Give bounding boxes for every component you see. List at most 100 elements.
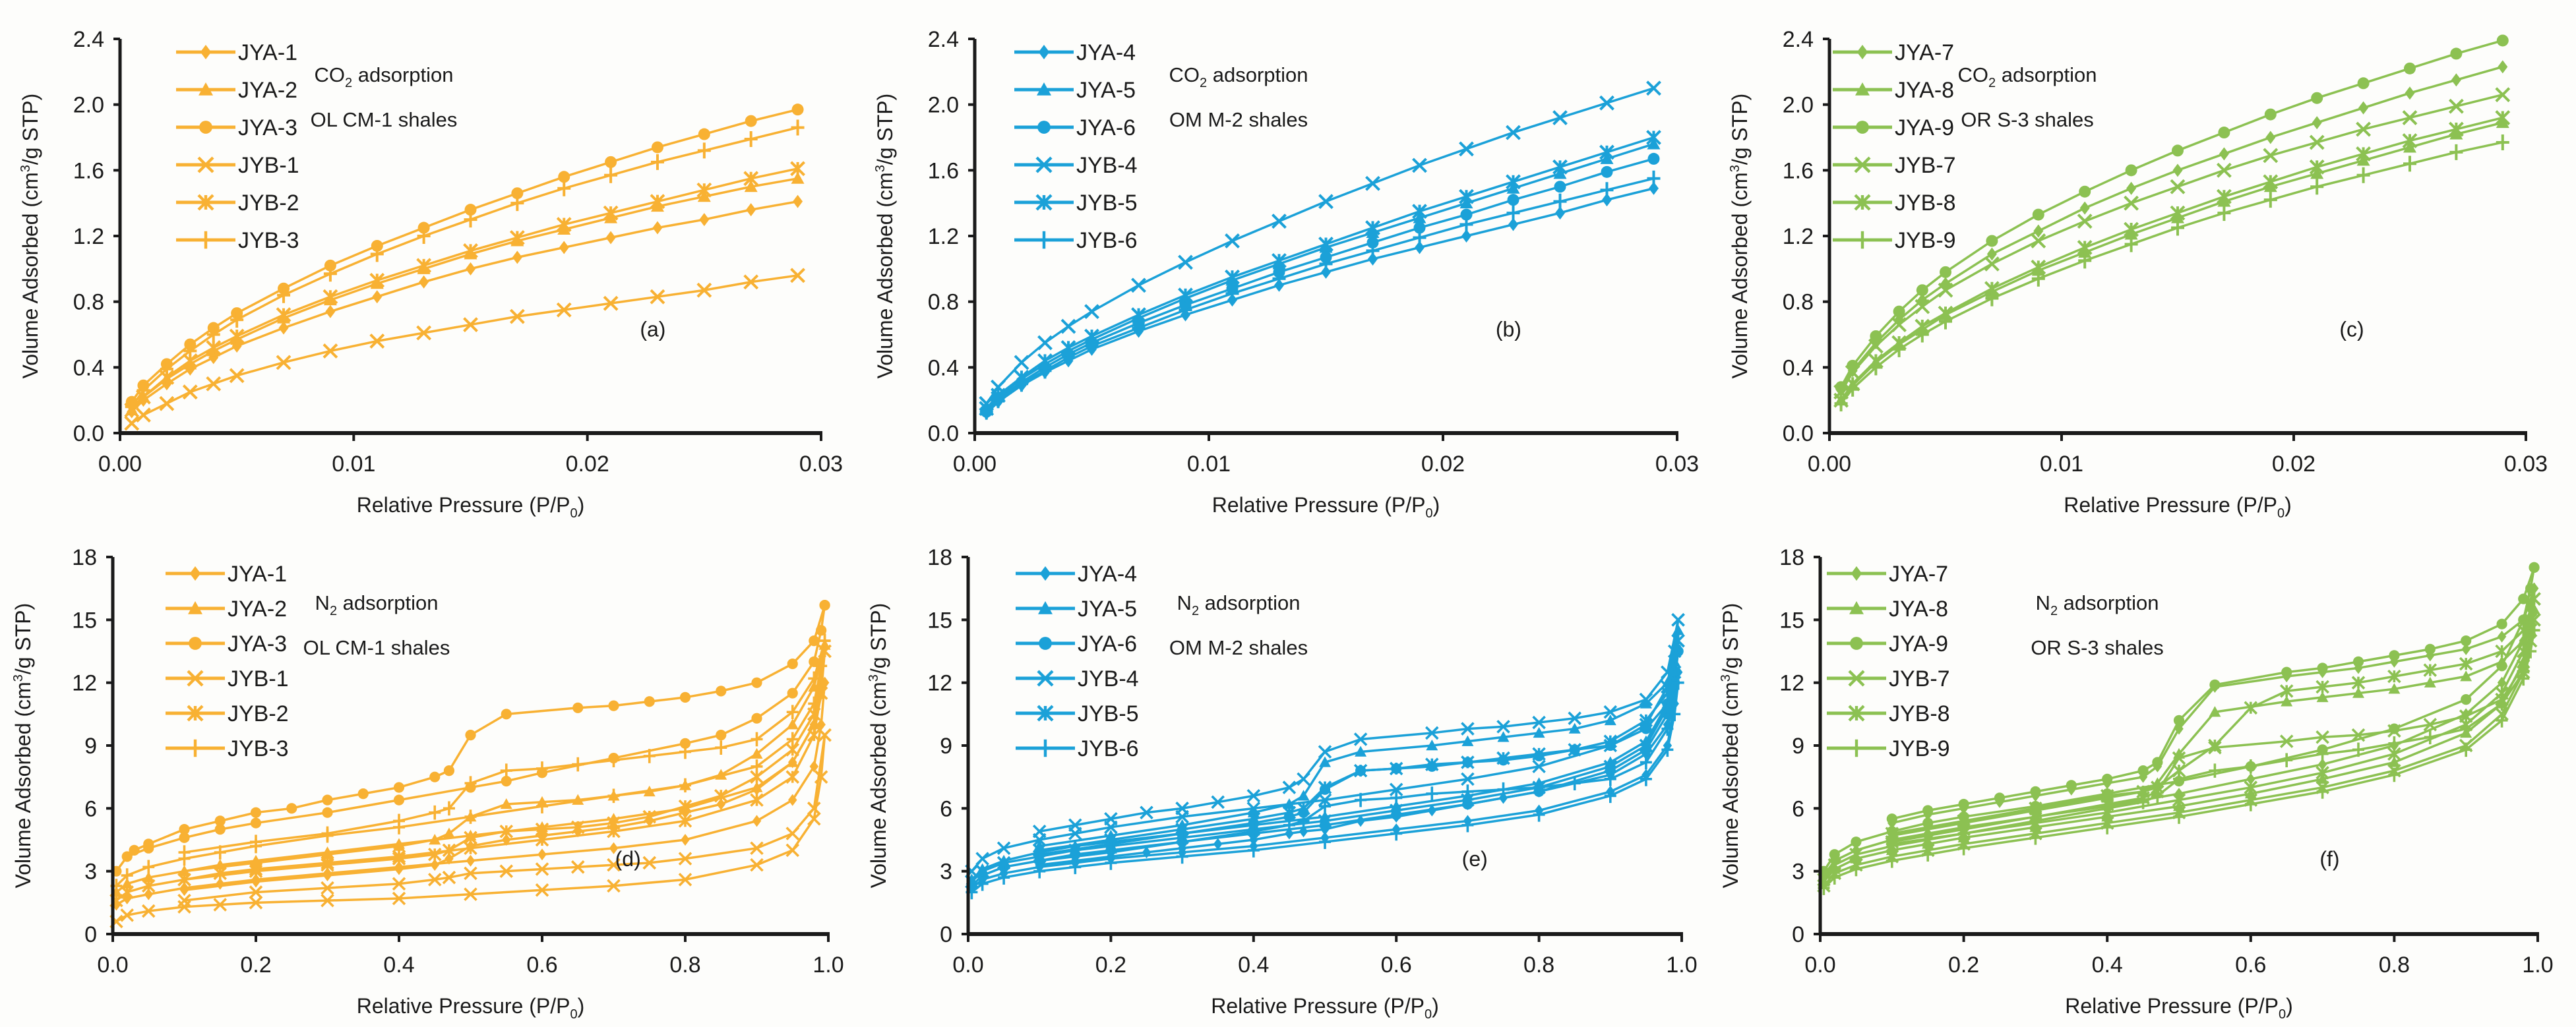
data-point bbox=[2388, 756, 2401, 767]
data-point bbox=[2402, 133, 2418, 148]
legend-item: JYA-3 bbox=[176, 115, 297, 140]
data-point bbox=[1225, 285, 1239, 302]
data-point bbox=[2460, 670, 2472, 682]
data-point bbox=[1915, 299, 1930, 314]
data-point bbox=[1957, 840, 1970, 856]
data-point bbox=[417, 221, 430, 234]
legend-marker-triangle-icon bbox=[1038, 601, 1053, 614]
data-point bbox=[322, 794, 333, 806]
legend: JYA-7 JYA-8 JYA-9 JYB-7 JYB-8 JYB-9 bbox=[1827, 562, 1950, 761]
data-point bbox=[321, 858, 334, 872]
legend-item: JYB-2 bbox=[176, 191, 299, 216]
legend-marker-asterisk-icon bbox=[1854, 194, 1871, 211]
data-point bbox=[2309, 134, 2325, 150]
legend-item: JYA-4 bbox=[1014, 40, 1136, 65]
series-line-isotherm bbox=[131, 200, 798, 413]
legend-marker-diamond-icon bbox=[1851, 566, 1862, 581]
legend-item: JYB-4 bbox=[1016, 666, 1139, 691]
data-point bbox=[2101, 820, 2114, 835]
data-point bbox=[286, 803, 297, 814]
data-point bbox=[1426, 740, 1438, 751]
y-tick-label: 3 bbox=[940, 860, 952, 885]
data-point bbox=[2527, 592, 2541, 606]
data-point bbox=[1533, 780, 1545, 795]
series-line-isotherm bbox=[985, 142, 1655, 411]
data-point bbox=[2423, 717, 2438, 732]
legend-label: JYA-7 bbox=[1895, 40, 1954, 65]
x-tick-label: 0.02 bbox=[2272, 452, 2315, 477]
data-point bbox=[819, 599, 830, 611]
data-point bbox=[1599, 95, 1614, 111]
data-point bbox=[1661, 742, 1674, 757]
data-point bbox=[1459, 141, 1474, 157]
data-point bbox=[809, 760, 819, 773]
data-point bbox=[716, 686, 727, 697]
series-jya-5 bbox=[979, 137, 1661, 416]
legend-item: JYA-9 bbox=[1827, 631, 1948, 657]
data-point bbox=[136, 407, 151, 423]
legend-item: JYB-6 bbox=[1016, 736, 1139, 761]
data-point bbox=[2497, 676, 2507, 689]
data-point bbox=[786, 732, 799, 747]
series-line-isotherm bbox=[985, 187, 1654, 415]
data-point bbox=[2403, 156, 2416, 172]
data-point bbox=[1532, 715, 1546, 730]
y-tick-label: 15 bbox=[72, 608, 97, 633]
data-point bbox=[2496, 660, 2507, 672]
data-point bbox=[2077, 214, 2093, 229]
series-line-desorption bbox=[1891, 598, 2536, 835]
data-point bbox=[371, 239, 383, 252]
y-tick-label: 2.4 bbox=[1783, 27, 1814, 52]
axes: 0.0 0.4 0.8 1.2 1.6 2.0 2.4 0.00 0.01 0.02 0.03 Rel… bbox=[18, 27, 843, 521]
x-tick-label: 0.4 bbox=[2092, 953, 2123, 978]
legend-label: JYA-1 bbox=[228, 562, 287, 587]
data-point bbox=[991, 392, 1005, 409]
data-point bbox=[1175, 802, 1189, 815]
data-point bbox=[1568, 711, 1581, 725]
data-point bbox=[2102, 773, 2113, 784]
data-point bbox=[1661, 721, 1674, 736]
data-point bbox=[744, 180, 758, 192]
x-tick-label: 0.2 bbox=[1948, 953, 1979, 978]
panel-label: (b) bbox=[1496, 317, 1521, 341]
data-point bbox=[1939, 313, 1952, 330]
data-point bbox=[121, 868, 133, 883]
legend-item: JYB-4 bbox=[1014, 153, 1138, 178]
data-point bbox=[1272, 214, 1287, 229]
series-jyb-2 bbox=[124, 161, 805, 418]
x-axis-title: Relative Pressure (P/P0) bbox=[2064, 493, 2291, 521]
legend-marker-asterisk-icon bbox=[197, 194, 214, 211]
annotation: N2 adsorption OM M-2 shales bbox=[1169, 591, 1308, 659]
data-point bbox=[1353, 763, 1368, 778]
data-point bbox=[2029, 802, 2042, 815]
data-point bbox=[1319, 256, 1333, 272]
data-point bbox=[465, 730, 476, 741]
data-point bbox=[607, 858, 621, 872]
data-point bbox=[2356, 146, 2372, 161]
data-point bbox=[2173, 772, 2185, 786]
legend-item: JYB-9 bbox=[1827, 736, 1950, 761]
data-point bbox=[2356, 121, 2372, 137]
series-jyb-3 bbox=[125, 119, 805, 415]
data-point bbox=[250, 835, 262, 849]
data-point bbox=[1412, 158, 1427, 173]
data-point bbox=[427, 873, 442, 887]
data-point bbox=[750, 841, 764, 855]
annotation-group: OL CM-1 shales bbox=[303, 636, 450, 659]
y-tick-label: 0.4 bbox=[928, 355, 959, 380]
data-point bbox=[537, 848, 547, 861]
data-point bbox=[1178, 287, 1193, 303]
data-point bbox=[1602, 193, 1612, 207]
annotation-group: OM M-2 shales bbox=[1169, 108, 1308, 131]
data-point bbox=[535, 883, 549, 897]
data-point bbox=[558, 171, 570, 183]
data-point bbox=[1105, 845, 1117, 860]
data-point bbox=[142, 871, 155, 883]
y-tick-label: 12 bbox=[72, 671, 97, 696]
y-tick-label: 18 bbox=[72, 545, 97, 570]
data-point bbox=[2387, 724, 2401, 738]
legend-label: JYB-1 bbox=[238, 153, 299, 178]
data-point bbox=[2316, 746, 2329, 761]
data-point bbox=[466, 854, 475, 867]
data-point bbox=[678, 852, 692, 866]
